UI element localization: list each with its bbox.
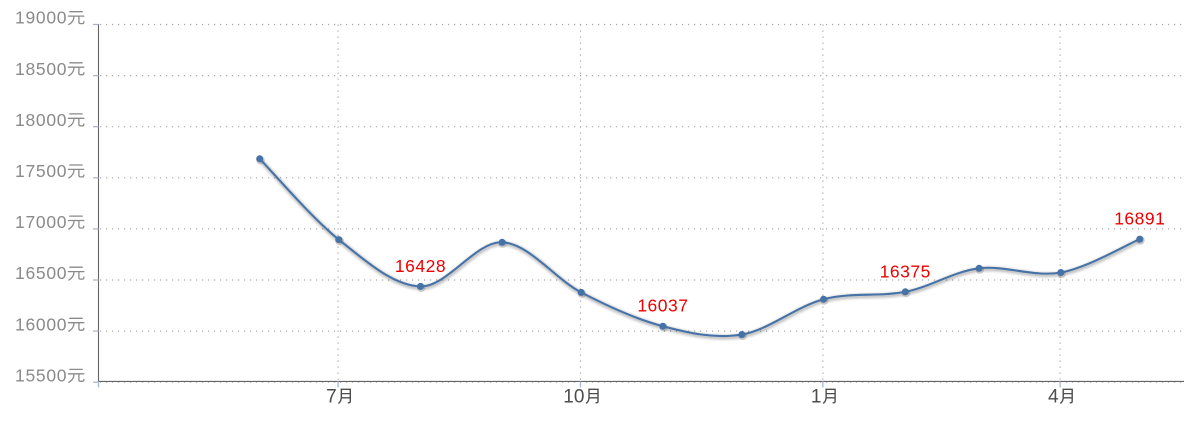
- svg-text:16037: 16037: [637, 296, 688, 316]
- svg-text:7: 7: [326, 387, 337, 408]
- svg-text:15500: 15500: [15, 365, 67, 385]
- svg-text:18500: 18500: [15, 59, 67, 79]
- svg-text:16500: 16500: [15, 263, 67, 283]
- svg-text:18000: 18000: [15, 110, 67, 130]
- svg-text:1: 1: [811, 387, 822, 408]
- svg-text:19000: 19000: [15, 8, 67, 28]
- svg-text:16000: 16000: [15, 314, 67, 334]
- svg-text:16891: 16891: [1114, 209, 1165, 229]
- svg-text:17500: 17500: [15, 161, 67, 181]
- svg-text:16428: 16428: [395, 256, 446, 276]
- svg-text:16375: 16375: [880, 261, 931, 281]
- svg-text:10: 10: [563, 387, 584, 408]
- svg-text:4: 4: [1048, 387, 1059, 408]
- svg-text:17000: 17000: [15, 212, 67, 232]
